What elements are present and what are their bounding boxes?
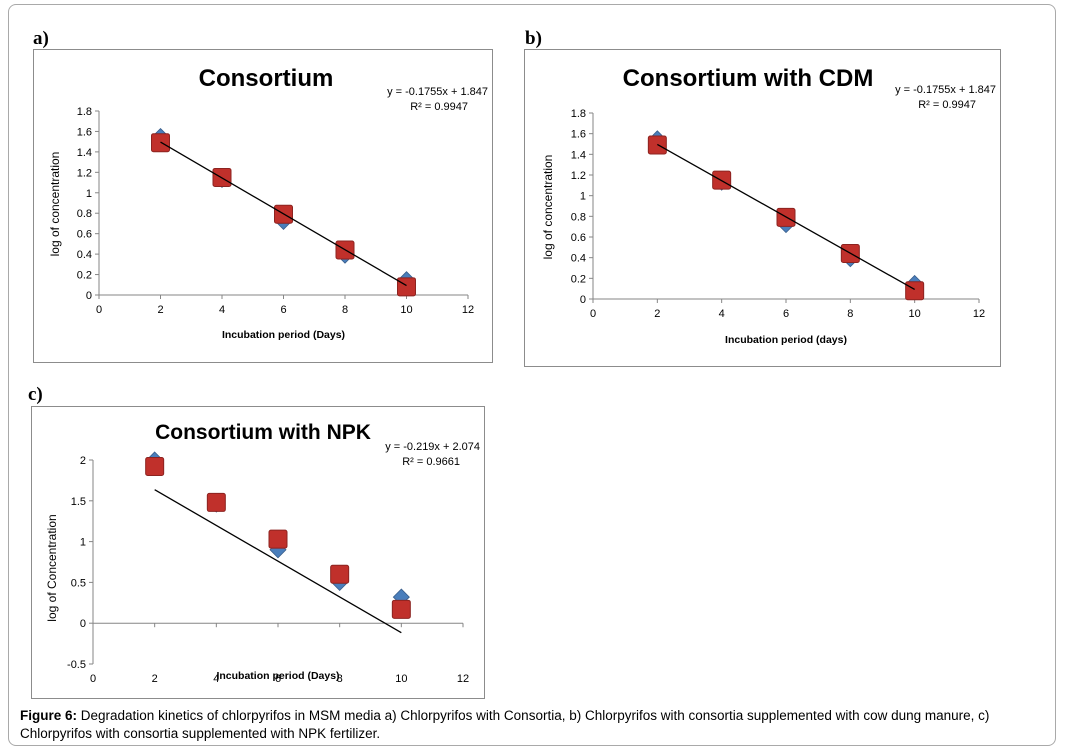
chart-consortium-with-cdm: Consortium with CDM y = -0.1755x + 1.847 R…: [524, 49, 1001, 367]
chart-consortium-with-npk: Consortium with NPK y = -0.219x + 2.074 R²…: [31, 406, 485, 699]
x-tick-label: 0: [590, 308, 596, 320]
y-tick-label: 1.8: [571, 108, 586, 120]
square-point: [391, 599, 411, 619]
square-point: [206, 492, 226, 512]
y-axis-label: log of concentration: [48, 152, 62, 257]
square-point: [268, 529, 288, 549]
y-tick-label: 0.5: [71, 577, 86, 589]
square-point: [145, 457, 165, 477]
x-tick-label: 6: [783, 308, 789, 320]
x-tick-label: 8: [342, 304, 348, 316]
x-tick-label: 12: [462, 304, 474, 316]
x-tick-label: 4: [213, 673, 219, 685]
figure-caption: Figure 6: Degradation kinetics of chlorp…: [20, 707, 1050, 743]
panel-label-a: a): [33, 28, 49, 49]
square-point: [905, 281, 925, 301]
r-squared-label: R² = 0.9661: [402, 456, 460, 468]
x-tick-label: 8: [847, 308, 853, 320]
y-tick-label: 1.4: [571, 149, 586, 161]
chart-consortium: Consortium y = -0.1755x + 1.847 R² = 0.994…: [33, 49, 493, 363]
x-tick-label: 2: [157, 304, 163, 316]
y-tick-label: 2: [80, 455, 86, 467]
x-tick-label: 8: [337, 673, 343, 685]
x-tick-label: 10: [395, 673, 407, 685]
chart-title: Consortium with CDM: [623, 65, 874, 92]
x-tick-label: 10: [909, 308, 921, 320]
y-tick-label: 0.6: [77, 229, 92, 241]
chart-title: Consortium: [199, 65, 334, 92]
y-tick-label: 0.8: [571, 211, 586, 223]
x-axis-label: Incubation period (Days): [222, 329, 345, 341]
y-tick-label: 1.8: [77, 106, 92, 118]
y-tick-label: 0.2: [571, 273, 586, 285]
caption-text: Degradation kinetics of chlorpyrifos in …: [20, 708, 990, 741]
y-tick-label: 0.4: [77, 249, 92, 261]
y-tick-label: 0: [80, 618, 86, 630]
trendline-equation: y = -0.219x + 2.074: [385, 441, 480, 453]
y-tick-label: -0.5: [67, 659, 86, 671]
x-tick-label: 0: [96, 304, 102, 316]
x-tick-label: 12: [973, 308, 985, 320]
r-squared-label: R² = 0.9947: [918, 99, 976, 111]
square-point: [330, 564, 350, 584]
y-axis-label: log of Concentration: [45, 514, 59, 621]
y-tick-label: 1.6: [77, 126, 92, 138]
x-tick-label: 2: [152, 673, 158, 685]
figure-frame: [8, 4, 1056, 746]
y-tick-label: 1.5: [71, 496, 86, 508]
y-tick-label: 1.2: [571, 170, 586, 182]
chart-area-border: [31, 406, 485, 699]
y-tick-label: 0: [580, 294, 586, 306]
chart-area-border: [524, 49, 1001, 367]
panel-label-b: b): [525, 28, 542, 49]
panel-label-c: c): [28, 384, 43, 405]
square-point: [397, 277, 416, 297]
trendline: [657, 143, 915, 291]
y-tick-label: 1: [580, 191, 586, 203]
x-axis-label: Incubation period (days): [725, 334, 847, 346]
trendline-equation: y = -0.1755x + 1.847: [895, 84, 996, 96]
x-tick-label: 10: [400, 304, 412, 316]
trendline: [154, 489, 402, 634]
x-tick-label: 12: [457, 673, 469, 685]
trendline-equation: y = -0.1755x + 1.847: [387, 86, 488, 98]
y-tick-label: 0.2: [77, 270, 92, 282]
y-tick-label: 1: [86, 188, 92, 200]
y-axis-label: log of concentration: [541, 155, 555, 260]
x-tick-label: 2: [654, 308, 660, 320]
y-tick-label: 0: [86, 290, 92, 302]
r-squared-label: R² = 0.9947: [410, 101, 468, 113]
caption-label: Figure 6:: [20, 708, 78, 723]
x-tick-label: 0: [90, 673, 96, 685]
x-axis-label: Incubation period (Days): [216, 670, 339, 682]
y-tick-label: 1.6: [571, 129, 586, 141]
chart-area-border: [33, 49, 493, 363]
x-tick-label: 4: [719, 308, 725, 320]
y-tick-label: 1: [80, 537, 86, 549]
y-tick-label: 0.6: [571, 232, 586, 244]
x-tick-label: 6: [275, 673, 281, 685]
y-tick-label: 1.2: [77, 167, 92, 179]
y-tick-label: 1.4: [77, 147, 92, 159]
y-tick-label: 0.8: [77, 208, 92, 220]
x-tick-label: 4: [219, 304, 225, 316]
chart-title: Consortium with NPK: [155, 421, 371, 444]
y-tick-label: 0.4: [571, 253, 586, 265]
x-tick-label: 6: [280, 304, 286, 316]
trendline: [160, 141, 407, 287]
